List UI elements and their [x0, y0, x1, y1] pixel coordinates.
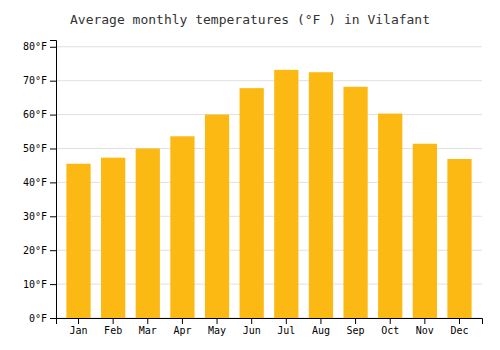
- y-tick: 30°F: [23, 211, 56, 222]
- title: Average monthly temperatures (°F ) in Vi…: [70, 12, 430, 27]
- x-tick-label: Jun: [243, 325, 261, 336]
- y-tick-mark: [50, 250, 56, 251]
- y-tick-mark: [50, 216, 56, 217]
- x-tick-mark: [424, 318, 425, 324]
- x-tick: Sep: [347, 318, 365, 336]
- y-axis-line: [50, 41, 57, 319]
- x-tick: Jun: [243, 318, 261, 336]
- y-tick-label: 60°F: [23, 109, 47, 120]
- bar: [413, 144, 437, 318]
- x-tick-mark: [217, 318, 218, 324]
- chart: 0°F 10°F 20°F 30°F 40°F 50°F 60°F 70°F 80°F Jan Fe…: [0, 0, 500, 350]
- x-tick-mark: [251, 318, 252, 324]
- bar: [274, 70, 298, 318]
- bar: [343, 87, 367, 318]
- grid-line: [56, 80, 482, 81]
- y-tick-mark: [50, 182, 56, 183]
- grid: [56, 47, 482, 318]
- y-tick: 20°F: [23, 245, 56, 256]
- y-tick: 40°F: [23, 177, 56, 188]
- x-tick: May: [208, 318, 226, 336]
- x-tick-label: Dec: [450, 325, 468, 336]
- y-tick-mark: [50, 284, 56, 285]
- x-tick-label: Sep: [347, 325, 365, 336]
- x-tick: Aug: [312, 318, 330, 336]
- x-tick-mark: [390, 318, 391, 324]
- bar: [447, 159, 471, 318]
- x-tick-mark: [113, 318, 114, 324]
- bar: [66, 164, 90, 318]
- y-tick-mark: [50, 47, 56, 48]
- x-tick-mark: [182, 318, 183, 324]
- y-axis: 0°F 10°F 20°F 30°F 40°F 50°F 60°F 70°F 80°F: [23, 41, 57, 324]
- grid-line: [56, 46, 482, 47]
- bar: [240, 88, 264, 318]
- bar: [170, 136, 194, 318]
- x-tick-mark: [459, 318, 460, 324]
- x-tick-label: Oct: [381, 325, 399, 336]
- x-tick-label: Aug: [312, 325, 330, 336]
- y-tick-label: 0°F: [29, 313, 47, 324]
- x-axis-line: [57, 319, 483, 325]
- x-tick: Jan: [69, 318, 87, 336]
- y-tick-label: 80°F: [23, 41, 47, 52]
- y-tick: 60°F: [23, 109, 56, 120]
- y-tick: 70°F: [23, 75, 56, 86]
- x-tick-mark: [78, 318, 79, 324]
- x-tick-label: Mar: [139, 325, 157, 336]
- y-tick-mark: [50, 148, 56, 149]
- x-axis: Jan Feb Mar Apr May Jun Jul Aug Sep Oct Nov Dec: [57, 318, 483, 336]
- y-tick-label: 40°F: [23, 177, 47, 188]
- x-tick-label: Jan: [69, 325, 87, 336]
- y-tick-mark: [50, 115, 56, 116]
- y-tick-label: 70°F: [23, 75, 47, 86]
- y-tick-label: 50°F: [23, 143, 47, 154]
- y-tick-label: 30°F: [23, 211, 47, 222]
- y-tick-mark: [50, 81, 56, 82]
- x-tick-label: Feb: [104, 325, 122, 336]
- x-tick-label: Apr: [173, 325, 191, 336]
- x-tick-mark: [355, 318, 356, 324]
- x-tick: Feb: [104, 318, 122, 336]
- x-tick: Jul: [277, 318, 295, 336]
- y-tick: 0°F: [29, 313, 56, 324]
- y-tick: 80°F: [23, 41, 56, 52]
- x-tick-label: May: [208, 325, 226, 336]
- y-tick-mark: [50, 318, 56, 319]
- x-tick: Apr: [173, 318, 191, 336]
- x-tick: Nov: [416, 318, 434, 336]
- x-tick-mark: [147, 318, 148, 324]
- x-tick-label: Jul: [277, 325, 295, 336]
- grid-line: [56, 114, 482, 115]
- bar: [136, 148, 160, 318]
- plot-area: 0°F 10°F 20°F 30°F 40°F 50°F 60°F 70°F 80°F Jan Fe…: [23, 41, 483, 337]
- x-tick-label: Nov: [416, 325, 434, 336]
- bar: [378, 114, 402, 318]
- y-tick-label: 10°F: [23, 279, 47, 290]
- x-tick-mark: [286, 318, 287, 324]
- y-tick-label: 20°F: [23, 245, 47, 256]
- bar: [309, 72, 333, 318]
- bar: [205, 115, 229, 318]
- x-tick: Oct: [381, 318, 399, 336]
- y-tick: 50°F: [23, 143, 56, 154]
- x-tick: Mar: [139, 318, 157, 336]
- y-tick: 10°F: [23, 279, 56, 290]
- x-tick-mark: [320, 318, 321, 324]
- bars: [66, 70, 471, 318]
- x-tick: Dec: [450, 318, 468, 336]
- bar: [101, 158, 125, 318]
